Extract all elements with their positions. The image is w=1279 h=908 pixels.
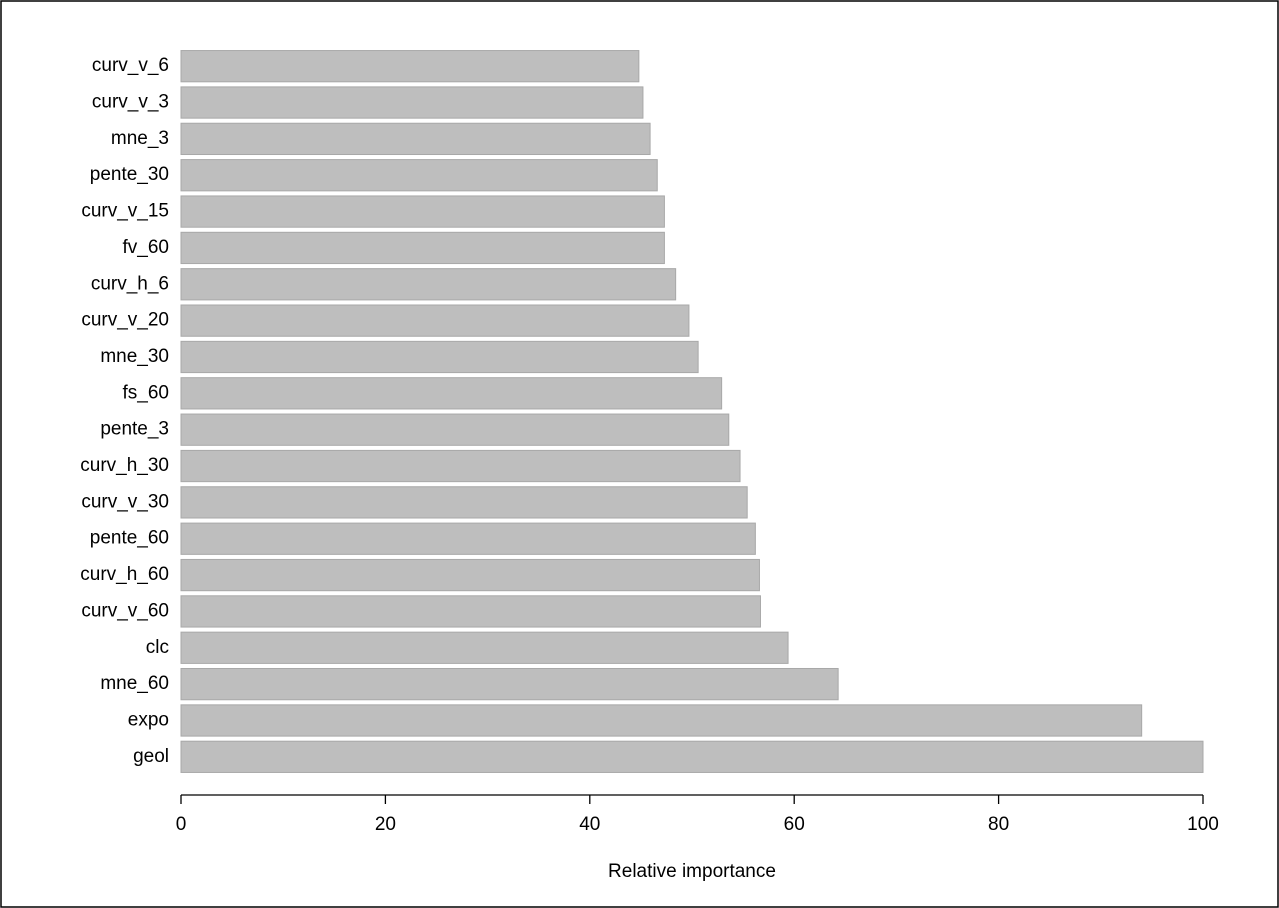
y-tick-label: pente_30 bbox=[90, 164, 169, 185]
bar bbox=[180, 50, 640, 83]
x-axis-label: Relative importance bbox=[608, 861, 776, 882]
y-tick-label: mne_3 bbox=[111, 128, 169, 149]
x-tick-label: 20 bbox=[375, 814, 396, 835]
bar bbox=[180, 449, 741, 483]
bar bbox=[180, 340, 699, 374]
y-tick-label: curv_v_30 bbox=[81, 491, 169, 512]
bar bbox=[180, 486, 748, 519]
bar bbox=[180, 268, 677, 301]
y-tick-label: curv_v_60 bbox=[81, 600, 169, 621]
bar bbox=[180, 522, 756, 555]
y-tick-label: curv_v_15 bbox=[81, 201, 169, 222]
bar bbox=[180, 159, 658, 192]
y-tick-label: fs_60 bbox=[123, 382, 169, 403]
y-tick-label: geol bbox=[133, 746, 169, 767]
y-tick-label: curv_h_60 bbox=[80, 564, 169, 585]
y-tick-label: curv_v_20 bbox=[81, 310, 169, 331]
bar bbox=[180, 704, 1143, 737]
y-tick-label: mne_30 bbox=[100, 346, 169, 367]
bar bbox=[180, 377, 723, 410]
bar bbox=[180, 667, 839, 701]
y-tick-label: curv_h_6 bbox=[91, 273, 169, 294]
bar bbox=[180, 195, 665, 228]
y-tick-label: clc bbox=[146, 637, 169, 658]
x-tick-label: 0 bbox=[176, 814, 187, 835]
bar bbox=[180, 86, 644, 119]
y-tick-label: pente_3 bbox=[100, 419, 169, 440]
bar bbox=[180, 740, 1204, 773]
bar bbox=[180, 122, 651, 156]
x-tick-label: 100 bbox=[1187, 814, 1219, 835]
x-tick-label: 60 bbox=[784, 814, 805, 835]
y-tick-label: fv_60 bbox=[123, 237, 169, 258]
y-tick-label: expo bbox=[128, 709, 169, 730]
bar bbox=[180, 304, 690, 337]
y-tick-label: pente_60 bbox=[90, 528, 169, 549]
y-tick-label: curv_v_6 bbox=[92, 55, 169, 76]
y-tick-label: curv_v_3 bbox=[92, 92, 169, 113]
x-tick-label: 40 bbox=[579, 814, 600, 835]
y-tick-label: curv_h_30 bbox=[80, 455, 169, 476]
x-tick-label: 80 bbox=[988, 814, 1009, 835]
bar bbox=[180, 595, 761, 628]
bar bbox=[180, 631, 789, 664]
bar bbox=[180, 558, 760, 592]
bar bbox=[180, 413, 730, 446]
y-tick-label: mne_60 bbox=[100, 673, 169, 694]
bar bbox=[180, 231, 665, 265]
